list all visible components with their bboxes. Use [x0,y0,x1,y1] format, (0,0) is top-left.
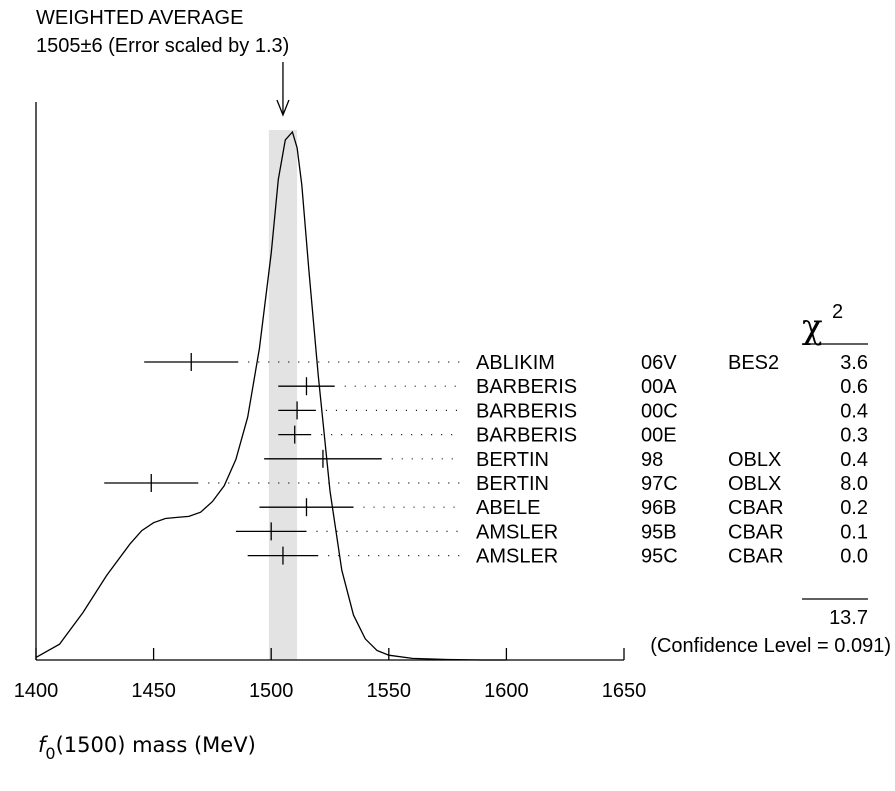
measurement-row: BERTIN 98 OBLX 0.4 [264,449,868,471]
chi2-value: 8.0 [840,473,868,495]
chi2-value: 3.6 [840,352,868,374]
author-label: BARBERIS [476,400,577,422]
year-code-label: 96B [641,497,677,519]
chi2-value: 0.6 [840,376,868,398]
x-axis-label-subscript: 0 [45,744,55,763]
x-tick-label: 1450 [131,680,176,702]
author-label: AMSLER [476,546,558,568]
x-tick-label: 1650 [602,680,647,702]
author-label: BERTIN [476,473,549,495]
chi2-header: χ [802,307,823,347]
chi2-header-superscript: 2 [832,301,843,323]
arrow-head [276,99,290,117]
author-label: ABLIKIM [476,352,555,374]
measurement-rows: ABLIKIM 06V BES2 3.6 BARBERIS 00A 0.6 BARBERIS 0… [104,352,868,568]
chi2-value: 0.4 [840,449,868,471]
measurement-row: BERTIN 97C OBLX 8.0 [104,473,868,495]
chart-subtitle: 1505±6 (Error scaled by 1.3) [36,35,289,57]
ideogram-curve [35,130,507,661]
year-code-label: 00A [641,376,677,398]
confidence-level: (Confidence Level = 0.091) [650,635,891,657]
year-code-label: 98 [641,449,663,471]
chi2-value: 0.3 [840,425,868,447]
author-label: AMSLER [476,521,558,543]
measurement-row: AMSLER 95C CBAR 0.0 [247,546,868,568]
author-label: ABELE [476,497,540,519]
year-code-label: 06V [641,352,677,374]
x-axis-label: f0(1500) mass (MeV) [38,733,256,763]
year-code-label: 97C [641,473,678,495]
weighted-average-arrow [276,62,290,117]
x-tick-label: 1400 [14,680,59,702]
technique-label: CBAR [728,546,784,568]
chi2-value: 0.1 [840,521,868,543]
x-tick-label: 1550 [367,680,412,702]
author-label: BARBERIS [476,425,577,447]
year-code-label: 00C [641,400,678,422]
chi2-value: 0.4 [840,400,868,422]
x-axis-label-text: (1500) mass (MeV) [56,733,256,757]
chi2-value: 0.2 [840,497,868,519]
year-code-label: 00E [641,425,677,447]
technique-label: BES2 [728,352,779,374]
x-tick-label: 1600 [484,680,529,702]
author-label: BERTIN [476,449,549,471]
chart-title: WEIGHTED AVERAGE [36,7,243,29]
measurement-row: AMSLER 95B CBAR 0.1 [235,521,868,543]
technique-label: OBLX [728,449,781,471]
measurement-row: ABELE 96B CBAR 0.2 [259,497,868,519]
author-label: BARBERIS [476,376,577,398]
technique-label: CBAR [728,521,784,543]
year-code-label: 95C [641,546,678,568]
measurement-row: BARBERIS 00A 0.6 [278,376,868,398]
chi2-total: 13.7 [829,607,868,629]
technique-label: OBLX [728,473,781,495]
year-code-label: 95B [641,521,677,543]
chi2-value: 0.0 [840,546,868,568]
x-axis-label-symbol: f [38,733,49,757]
measurement-row: BARBERIS 00C 0.4 [278,400,868,422]
technique-label: CBAR [728,497,784,519]
measurement-row: ABLIKIM 06V BES2 3.6 [144,352,868,374]
x-tick-label: 1500 [249,680,294,702]
measurement-row: BARBERIS 00E 0.3 [278,425,868,447]
x-axis-ticks: 1400 1450 1500 1550 1600 1650 [14,648,647,702]
weighted-average-band [268,130,298,660]
